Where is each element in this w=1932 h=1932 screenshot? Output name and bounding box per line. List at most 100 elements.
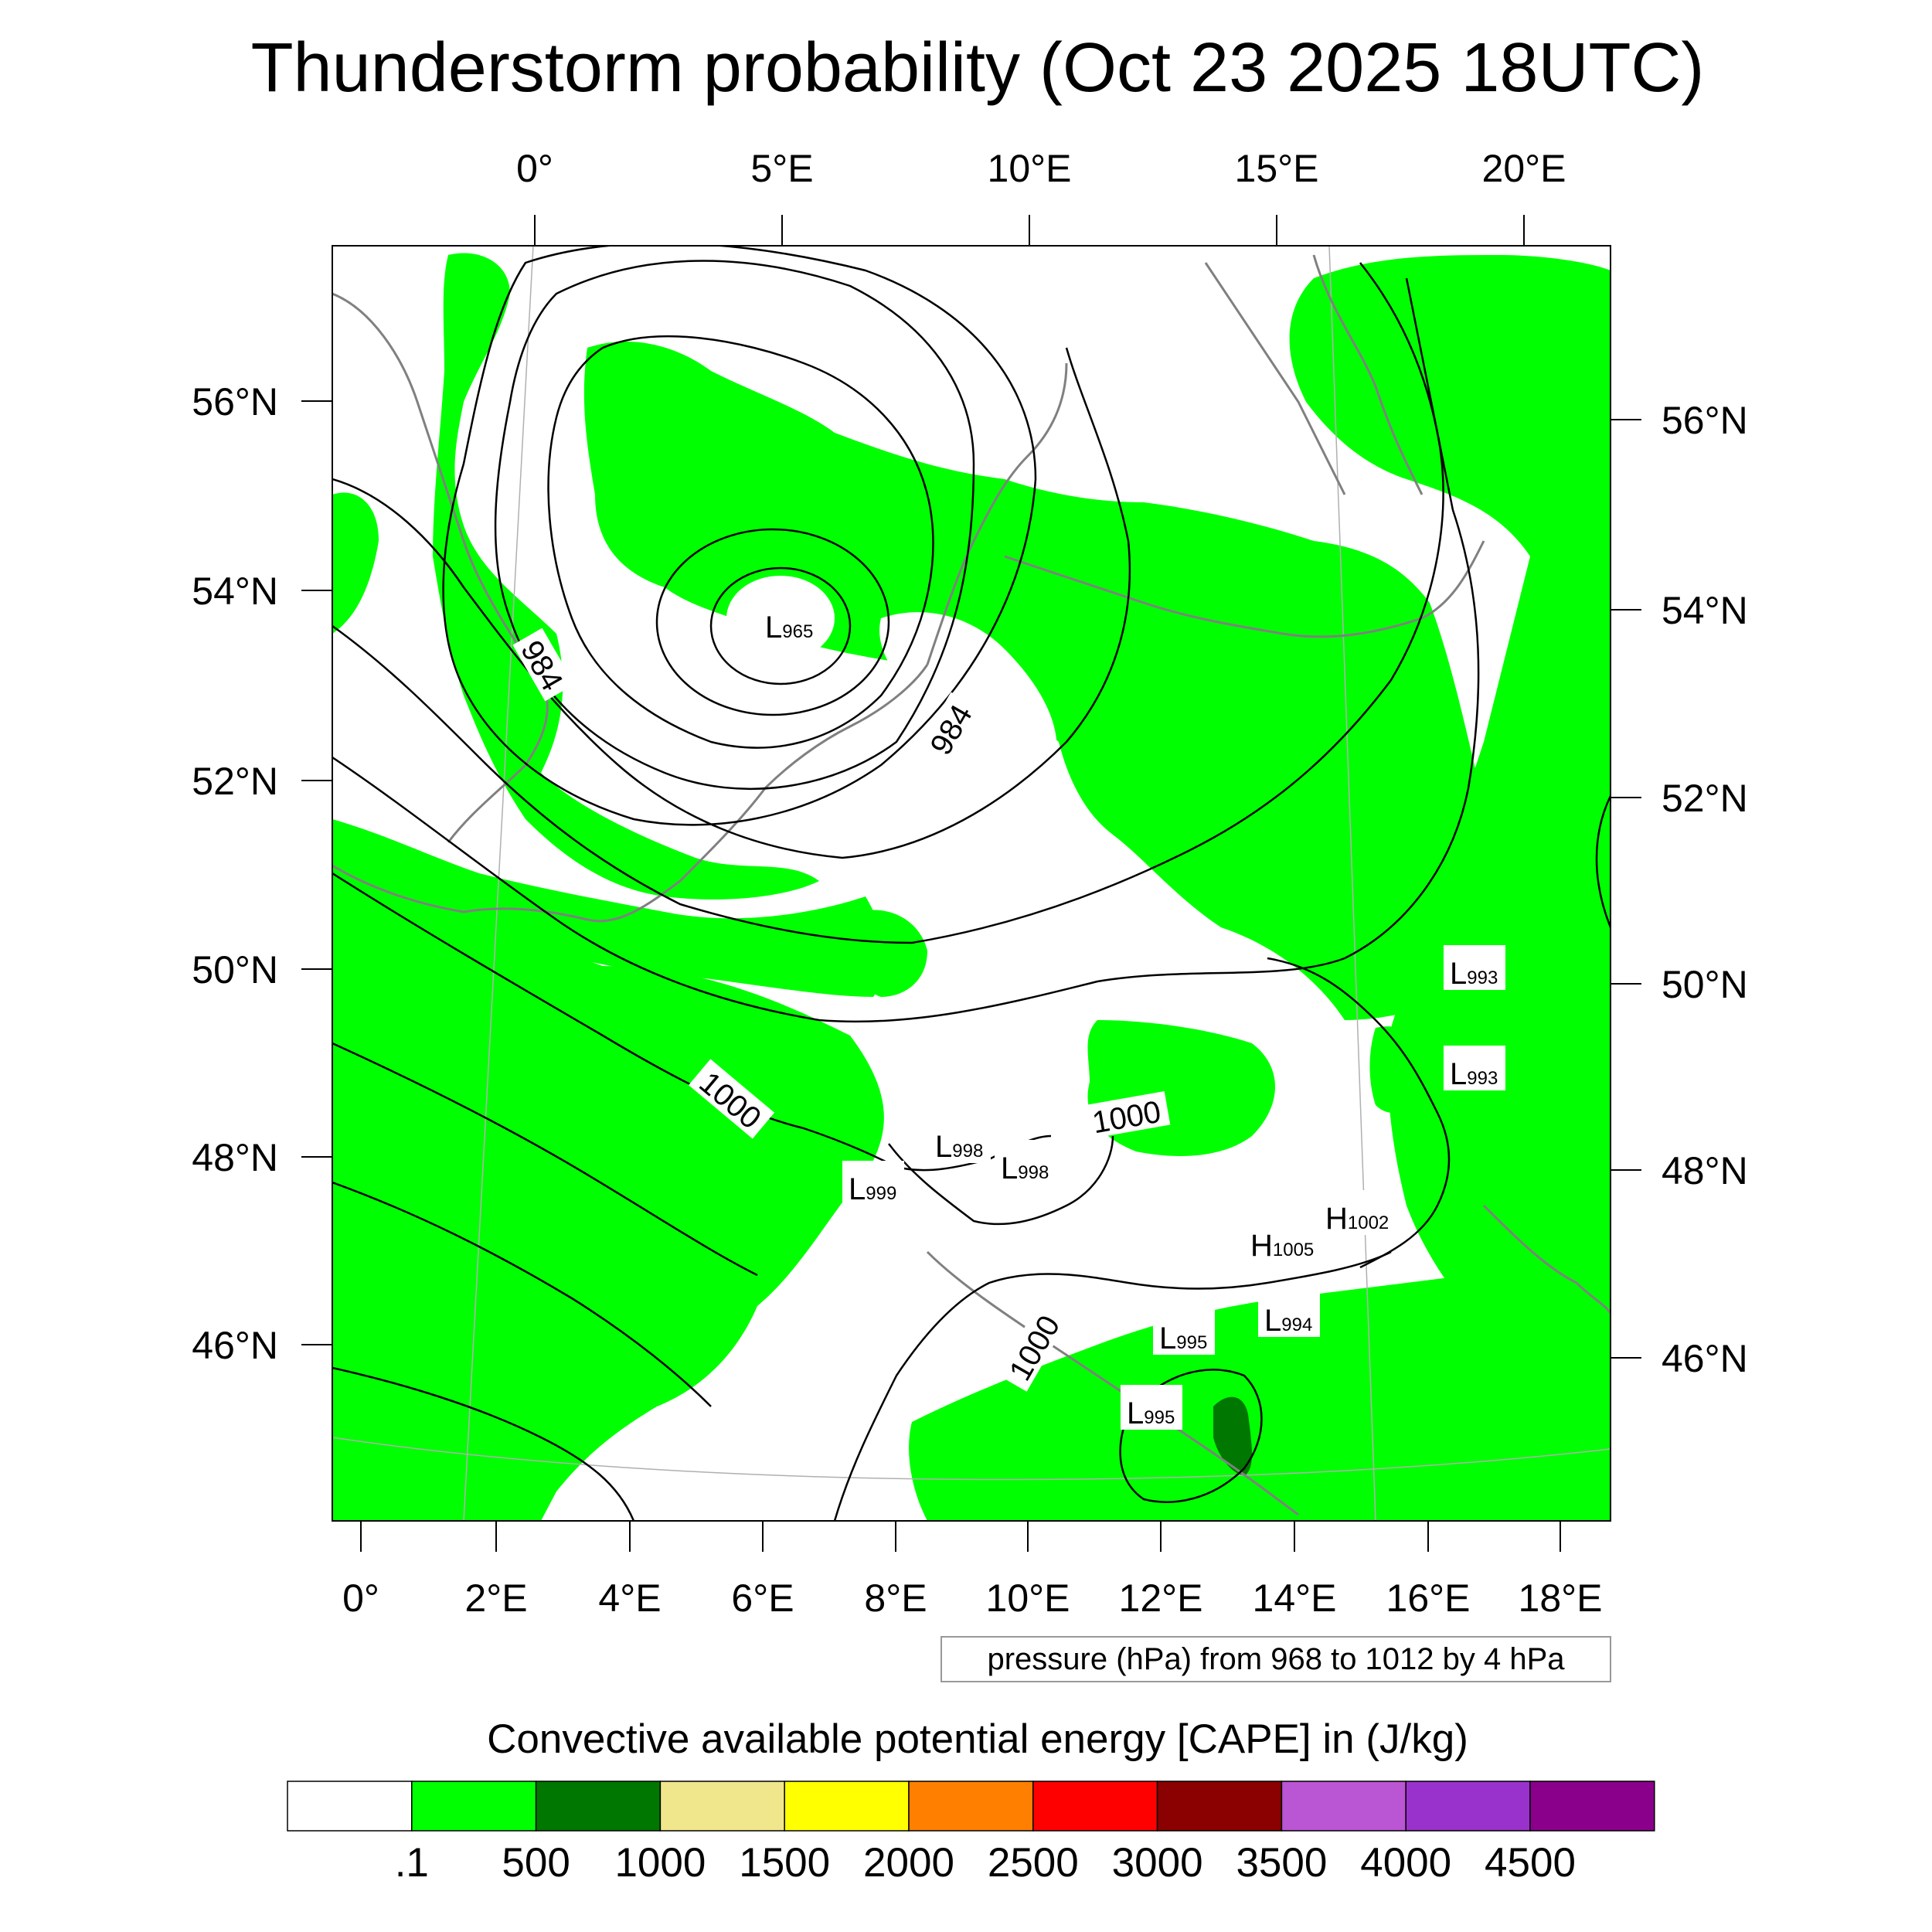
isobar-996 bbox=[332, 277, 1480, 1023]
center-type: L bbox=[1001, 1151, 1018, 1185]
right-axis-label: 52°N bbox=[1662, 777, 1748, 820]
svg-text:L995: L995 bbox=[1159, 1321, 1207, 1355]
bottom-axis-label: 8°E bbox=[864, 1577, 927, 1620]
coast-jutland bbox=[926, 362, 1068, 665]
center-type: L bbox=[935, 1130, 952, 1164]
pressure-center: L995 bbox=[1153, 1310, 1215, 1355]
pressure-center: L998 bbox=[929, 1118, 991, 1164]
center-type: L bbox=[765, 611, 782, 645]
right-axis-labels: 56°N 54°N 52°N 50°N 48°N 46°N bbox=[1662, 399, 1748, 1380]
left-axis-labels: 56°N 54°N 52°N 50°N 48°N 46°N bbox=[192, 380, 278, 1367]
center-type: L bbox=[1450, 957, 1467, 991]
pressure-center: L999 bbox=[842, 1161, 904, 1206]
coastlines bbox=[332, 254, 1611, 1516]
pressure-center: L993 bbox=[1444, 945, 1505, 991]
cape-patch-3 bbox=[332, 492, 379, 634]
colorbar-swatch bbox=[1156, 1781, 1283, 1832]
center-value: 998 bbox=[952, 1141, 983, 1162]
left-axis-label: 46°N bbox=[192, 1324, 278, 1367]
cape-region-southeast bbox=[1546, 1341, 1611, 1422]
center-value: 999 bbox=[866, 1183, 896, 1204]
colorbar-swatch bbox=[908, 1781, 1034, 1832]
svg-text:L965: L965 bbox=[765, 611, 813, 645]
center-value: 993 bbox=[1467, 968, 1498, 988]
cape-region-south bbox=[909, 1275, 1611, 1521]
colorbar-swatch bbox=[1281, 1781, 1406, 1832]
top-axis-label: 0° bbox=[516, 147, 553, 190]
isobar-968 bbox=[709, 566, 852, 685]
right-axis-label: 50°N bbox=[1662, 963, 1748, 1006]
coast-north-italy bbox=[926, 1250, 1299, 1516]
coast-france-benelux bbox=[332, 664, 929, 923]
map-area bbox=[332, 246, 1611, 1521]
isobar-1012 bbox=[332, 1366, 635, 1521]
colorbar-label: 1000 bbox=[614, 1840, 706, 1886]
pressure-center: L998 bbox=[995, 1140, 1056, 1185]
isobar-1004-central bbox=[1267, 957, 1451, 1269]
colorbar-label: 4500 bbox=[1485, 1840, 1576, 1886]
right-axis-label: 46°N bbox=[1662, 1337, 1748, 1380]
svg-text:L998: L998 bbox=[935, 1130, 983, 1164]
left-axis-label: 48°N bbox=[192, 1136, 278, 1179]
coast-sweden-south bbox=[1312, 254, 1423, 495]
colorbar-swatch bbox=[784, 1781, 910, 1832]
cape-patch-1 bbox=[855, 910, 927, 997]
center-value: 993 bbox=[1467, 1068, 1498, 1089]
graticule bbox=[332, 246, 1611, 1521]
svg-text:L998: L998 bbox=[1001, 1151, 1049, 1185]
bottom-axis-label: 0° bbox=[342, 1577, 379, 1620]
cape-field-500 bbox=[1213, 1396, 1252, 1476]
left-axis-label: 50°N bbox=[192, 948, 278, 992]
colorbar-labels: .1 500 1000 1500 2000 2500 3000 3500 4000 4500 bbox=[395, 1840, 1576, 1886]
isobar-1000-closed bbox=[888, 1135, 1114, 1226]
bottom-axis-label: 14°E bbox=[1253, 1577, 1337, 1620]
bottom-axis-label: 10°E bbox=[986, 1577, 1070, 1620]
right-axis-label: 56°N bbox=[1662, 399, 1748, 442]
bottom-axis-label: 2°E bbox=[464, 1577, 527, 1620]
colorbar-label: 2000 bbox=[863, 1840, 954, 1886]
coast-alps-region bbox=[1482, 1204, 1611, 1315]
svg-text:L995: L995 bbox=[1127, 1396, 1175, 1430]
bottom-axis-label: 6°E bbox=[731, 1577, 794, 1620]
colorbar-swatch bbox=[1529, 1781, 1655, 1832]
coast-britain-east bbox=[332, 292, 549, 843]
bottom-axis-label: 4°E bbox=[598, 1577, 661, 1620]
colorbar-label: 3000 bbox=[1112, 1840, 1203, 1886]
colorbar-label: 2500 bbox=[988, 1840, 1079, 1886]
pressure-center: H1002 bbox=[1319, 1190, 1393, 1236]
figure-title: Thunderstorm probability (Oct 23 2025 18… bbox=[251, 29, 1705, 107]
colorbar-swatch bbox=[411, 1781, 537, 1832]
cape-field-low bbox=[332, 253, 1611, 1521]
isobar-984 bbox=[442, 246, 1037, 826]
cape-region-channel bbox=[332, 819, 887, 997]
svg-text:L999: L999 bbox=[849, 1172, 896, 1206]
bottom-axis-label: 12°E bbox=[1119, 1577, 1203, 1620]
colorbar-label: 3500 bbox=[1236, 1840, 1327, 1886]
pressure-center: L965 bbox=[759, 599, 821, 645]
center-value: 995 bbox=[1144, 1407, 1175, 1428]
center-type: L bbox=[1159, 1321, 1176, 1355]
cape-region-northsea bbox=[433, 253, 819, 900]
top-axis-label: 10°E bbox=[988, 147, 1072, 190]
isobar-992 bbox=[332, 262, 1444, 944]
colorbar-swatch bbox=[287, 1781, 413, 1832]
top-axis-label: 15°E bbox=[1235, 147, 1319, 190]
cape-patch-2 bbox=[1194, 832, 1260, 907]
cape-gap-east-of-low bbox=[879, 612, 1057, 773]
colorbar-title: Convective available potential energy [C… bbox=[487, 1716, 1468, 1762]
pressure-center: L994 bbox=[1258, 1292, 1320, 1338]
isobar-low-adriatic bbox=[1119, 1369, 1263, 1503]
isobars bbox=[332, 246, 1611, 1521]
right-axis-label: 48°N bbox=[1662, 1149, 1748, 1192]
right-axis-ticks bbox=[1611, 419, 1641, 1359]
isobar-988 bbox=[332, 347, 1131, 859]
bottom-axis-label: 16°E bbox=[1386, 1577, 1471, 1620]
colorbar-label: 4000 bbox=[1360, 1840, 1451, 1886]
cape-region-north bbox=[583, 341, 1504, 1021]
center-type: L bbox=[1264, 1304, 1281, 1338]
svg-text:H1005: H1005 bbox=[1250, 1229, 1314, 1263]
isobar-972 bbox=[655, 528, 890, 716]
pressure-center: L993 bbox=[1444, 1046, 1505, 1091]
center-type: L bbox=[1127, 1396, 1144, 1430]
